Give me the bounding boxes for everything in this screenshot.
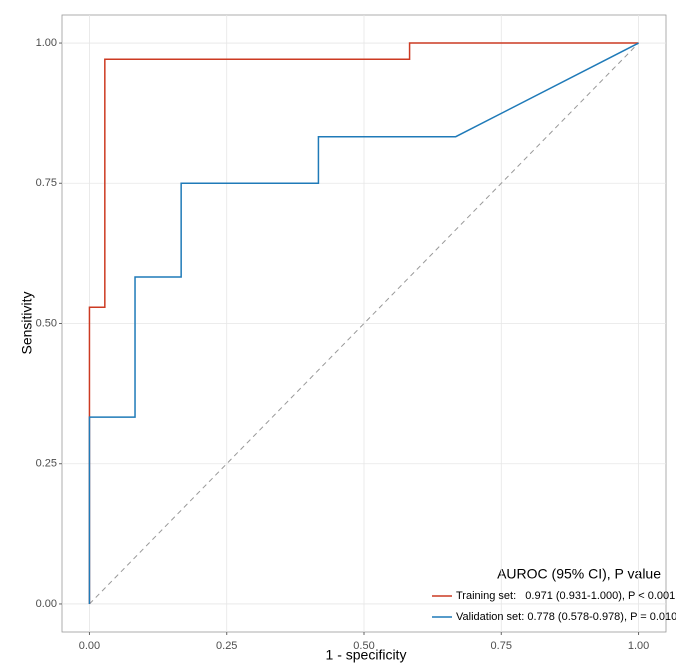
roc-line [88,42,639,604]
y-tick-label: 0.25 [36,458,57,470]
legend-label: Training set: 0.971 (0.931-1.000), P < 0… [456,590,675,602]
x-axis-title: 1 - specificity [326,647,407,663]
y-tick-label: 1.00 [36,37,57,49]
y-axis-title: Sensitivity [19,291,35,354]
reference-line [89,42,639,605]
x-tick-label: 0.50 [353,640,374,652]
x-tick-label: 0.25 [216,640,237,652]
x-tick-label: 0.00 [79,640,100,652]
y-tick-label: 0.50 [36,317,57,329]
y-tick-label: 0.75 [36,177,57,189]
y-tick-label: 0.00 [36,598,57,610]
legend-label: Validation set: 0.778 (0.578-0.978), P =… [456,611,676,623]
roc-line [88,42,639,604]
x-tick-label: 1.00 [628,640,649,652]
x-tick-label: 0.75 [491,640,512,652]
legend-title: AUROC (95% CI), P value [497,566,661,582]
